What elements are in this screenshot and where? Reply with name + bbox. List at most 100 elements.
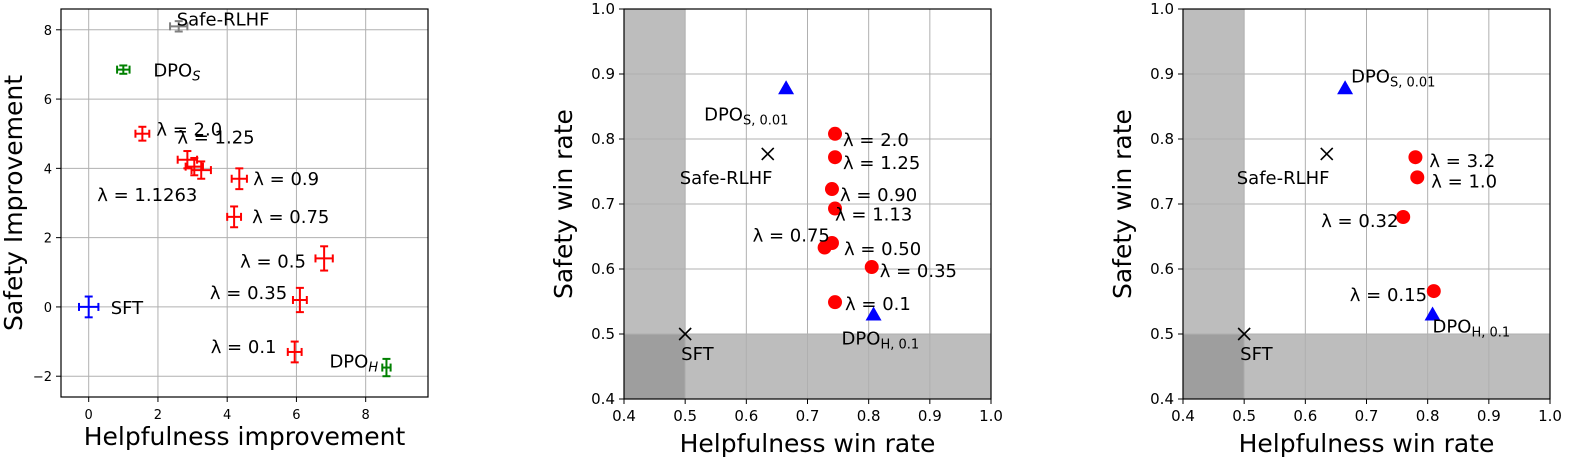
- x-axis-label: Helpfulness win rate: [1239, 429, 1495, 458]
- x-marker-stroke: [1237, 327, 1251, 341]
- data-point: [1396, 210, 1411, 224]
- data-label: λ = 1.1263: [97, 185, 197, 206]
- data-label: DPOH: [329, 352, 378, 376]
- data-point: [169, 20, 189, 33]
- x-marker-stroke: [1320, 147, 1334, 161]
- data-label: Safe-RLHF: [177, 9, 270, 30]
- x-tick-label: 0.6: [734, 407, 758, 425]
- data-point: [1408, 150, 1423, 165]
- data-label: λ = 0.32: [1321, 211, 1398, 232]
- data-label: λ = 0.15: [1350, 285, 1427, 306]
- data-point: [230, 167, 248, 191]
- data-label: λ = 0.75: [252, 207, 329, 228]
- data-point: [314, 245, 334, 272]
- data-label: λ = 0.35: [210, 283, 287, 304]
- data-label-subscript: H, 0.1: [1471, 326, 1510, 341]
- y-tick-label: 4: [44, 162, 52, 177]
- x-tick-label: 8: [362, 408, 370, 423]
- y-tick-label: 0.7: [591, 195, 615, 213]
- y-tick-label: 0.4: [591, 390, 615, 408]
- y-tick-label: 0.8: [591, 130, 615, 148]
- x-marker-stroke: [678, 327, 692, 341]
- data-point: [190, 160, 212, 180]
- data-label: λ = 3.2: [1429, 151, 1495, 172]
- data-label-subscript: S, 0.01: [1390, 75, 1435, 90]
- data-point: [1237, 327, 1251, 341]
- data-point: [286, 340, 303, 364]
- y-tick-label: 0.5: [591, 325, 615, 343]
- y-tick-label: 1.0: [1150, 0, 1174, 18]
- data-label: λ = 1.0: [1431, 171, 1497, 192]
- x-tick-label: 1.0: [979, 407, 1003, 425]
- data-point: [824, 182, 839, 197]
- data-label-subscript: H, 0.1: [880, 338, 919, 353]
- data-label: λ = 0.9: [253, 169, 319, 190]
- y-tick-label: 0.8: [1150, 130, 1174, 148]
- data-label: SFT: [111, 298, 144, 319]
- data-label: λ = 1.25: [177, 128, 254, 149]
- data-point: [1320, 147, 1334, 161]
- data-label: λ = 1.13: [835, 205, 912, 226]
- plot-frame: [623, 8, 992, 400]
- data-point: [828, 201, 843, 216]
- y-tick-label: 0.6: [591, 260, 615, 278]
- data-label: Safe-RLHF: [1237, 168, 1330, 189]
- shade-overlap: [624, 334, 686, 399]
- y-tick-label: 0.4: [1150, 390, 1174, 408]
- x-tick-label: 2: [154, 408, 162, 423]
- x-axis-label: Helpfulness improvement: [84, 422, 406, 451]
- plot-frame: [1182, 8, 1551, 400]
- x-tick-label: 6: [292, 408, 300, 423]
- y-axis-label: Safety win rate: [549, 109, 578, 299]
- data-point: [226, 205, 243, 229]
- x-tick-label: 0.4: [612, 407, 636, 425]
- data-point: [828, 295, 843, 310]
- x-tick-label: 0.8: [1416, 407, 1440, 425]
- x-tick-label: 4: [223, 408, 231, 423]
- y-tick-label: 0.9: [1150, 65, 1174, 83]
- data-label-subscript: S: [192, 70, 200, 85]
- data-point: [1410, 170, 1425, 185]
- y-tick-label: 8: [44, 24, 52, 39]
- x-tick-label: 0.6: [1293, 407, 1317, 425]
- data-label: λ = 0.1: [211, 337, 277, 358]
- y-tick-label: 0: [44, 301, 52, 316]
- y-axis-label: Safety win rate: [1108, 109, 1137, 299]
- y-tick-label: 0.5: [1150, 325, 1174, 343]
- data-point: [678, 327, 692, 341]
- data-point: [78, 295, 100, 319]
- chart-2: 0.4 0.5 0.6 0.7 0.8 0.9 1.0 0.4 0.5 0.6 0.7 0.8 0.9 1…: [549, 0, 1003, 458]
- data-point: [864, 260, 879, 275]
- data-label: Safe-RLHF: [680, 168, 773, 189]
- data-label: λ = 0.90: [840, 185, 917, 206]
- y-tick-label: 6: [44, 93, 52, 108]
- y-tick-label: −2: [33, 370, 52, 385]
- data-label: DPOS: [153, 61, 200, 85]
- data-label: DPOH, 0.1: [842, 329, 920, 353]
- data-point: [828, 126, 843, 141]
- data-label: λ = 1.25: [843, 153, 920, 174]
- data-point: [291, 286, 308, 314]
- x-tick-label: 0.5: [1232, 407, 1256, 425]
- x-axis-label: Helpfulness win rate: [680, 429, 936, 458]
- y-tick-label: 0.9: [591, 65, 615, 83]
- data-label: λ = 0.75: [753, 226, 830, 247]
- data-point: [778, 80, 795, 95]
- x-tick-label: 0.5: [673, 407, 697, 425]
- x-tick-label: 0.7: [796, 407, 820, 425]
- x-tick-label: 0.7: [1355, 407, 1379, 425]
- y-tick-label: 0.7: [1150, 195, 1174, 213]
- y-tick-label: 1.0: [591, 0, 615, 18]
- data-point: [828, 150, 843, 165]
- data-label: DPOS, 0.01: [1351, 66, 1435, 90]
- data-label: SFT: [1240, 344, 1273, 365]
- data-point: [381, 357, 392, 378]
- x-tick-label: 0.9: [1477, 407, 1501, 425]
- x-marker-stroke: [761, 147, 775, 161]
- data-label-subscript: H: [368, 361, 378, 376]
- data-label: DPOH, 0.1: [1433, 317, 1511, 341]
- data-label: λ = 0.50: [844, 239, 921, 260]
- data-point: [1424, 306, 1441, 321]
